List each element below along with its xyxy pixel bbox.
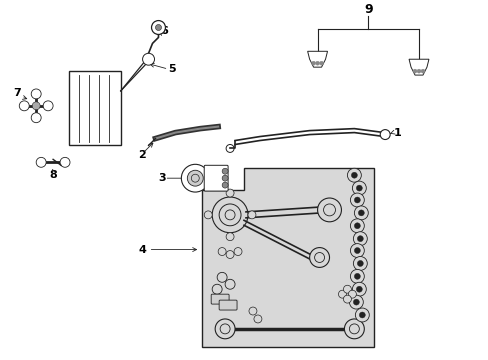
- Circle shape: [347, 290, 356, 298]
- Circle shape: [354, 206, 367, 220]
- Circle shape: [352, 181, 366, 195]
- Circle shape: [309, 248, 329, 267]
- Circle shape: [155, 24, 161, 31]
- Circle shape: [225, 189, 234, 197]
- Circle shape: [346, 168, 361, 182]
- Text: 3: 3: [158, 173, 166, 183]
- Circle shape: [234, 248, 242, 256]
- Circle shape: [19, 101, 29, 111]
- Circle shape: [354, 273, 360, 279]
- Circle shape: [60, 157, 70, 167]
- Circle shape: [412, 69, 416, 73]
- Circle shape: [344, 319, 364, 339]
- Circle shape: [225, 251, 234, 258]
- Circle shape: [358, 210, 364, 216]
- Circle shape: [380, 130, 389, 140]
- Circle shape: [353, 257, 366, 270]
- Text: 4: 4: [138, 244, 146, 255]
- FancyBboxPatch shape: [211, 294, 228, 304]
- Circle shape: [350, 244, 364, 257]
- Circle shape: [315, 61, 319, 65]
- Circle shape: [420, 69, 424, 73]
- Circle shape: [224, 279, 235, 289]
- Circle shape: [319, 61, 323, 65]
- Text: 5: 5: [168, 64, 176, 74]
- Text: 7: 7: [13, 88, 21, 98]
- Circle shape: [311, 61, 315, 65]
- Polygon shape: [202, 168, 373, 347]
- Circle shape: [354, 223, 360, 229]
- Circle shape: [218, 248, 225, 256]
- Circle shape: [353, 299, 359, 305]
- Circle shape: [356, 185, 362, 191]
- FancyBboxPatch shape: [204, 165, 227, 191]
- Circle shape: [338, 290, 346, 298]
- Text: 6: 6: [160, 27, 168, 36]
- Circle shape: [43, 101, 53, 111]
- Bar: [69, 71, 121, 145]
- Circle shape: [225, 233, 234, 240]
- Text: 2: 2: [138, 150, 146, 161]
- Circle shape: [350, 193, 364, 207]
- Circle shape: [31, 113, 41, 123]
- Circle shape: [248, 307, 256, 315]
- Circle shape: [351, 172, 357, 178]
- Circle shape: [356, 286, 362, 292]
- Polygon shape: [408, 59, 428, 75]
- Circle shape: [222, 168, 227, 174]
- Circle shape: [32, 102, 40, 110]
- Circle shape: [204, 211, 212, 219]
- Text: 8: 8: [49, 170, 57, 180]
- Circle shape: [350, 269, 364, 283]
- Circle shape: [357, 261, 363, 266]
- Circle shape: [181, 164, 209, 192]
- Circle shape: [222, 175, 227, 181]
- Circle shape: [212, 197, 247, 233]
- Circle shape: [355, 308, 368, 322]
- Circle shape: [354, 248, 360, 253]
- Circle shape: [31, 89, 41, 99]
- Circle shape: [359, 312, 365, 318]
- Circle shape: [317, 198, 341, 222]
- Circle shape: [416, 69, 420, 73]
- Circle shape: [253, 315, 262, 323]
- Circle shape: [36, 157, 46, 167]
- Circle shape: [212, 284, 222, 294]
- Circle shape: [343, 295, 351, 303]
- Circle shape: [222, 182, 227, 188]
- Circle shape: [353, 232, 366, 246]
- Circle shape: [247, 211, 255, 219]
- Polygon shape: [307, 51, 327, 67]
- Circle shape: [142, 53, 154, 65]
- Circle shape: [349, 295, 363, 309]
- Circle shape: [217, 273, 226, 282]
- Text: 1: 1: [393, 127, 401, 138]
- Circle shape: [151, 21, 165, 35]
- FancyBboxPatch shape: [219, 300, 237, 310]
- Circle shape: [352, 282, 366, 296]
- Circle shape: [350, 219, 364, 233]
- Circle shape: [354, 197, 360, 203]
- Circle shape: [343, 285, 351, 293]
- Circle shape: [357, 236, 363, 242]
- Circle shape: [215, 319, 235, 339]
- Text: 9: 9: [363, 3, 372, 16]
- Circle shape: [187, 170, 203, 186]
